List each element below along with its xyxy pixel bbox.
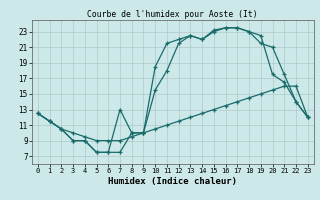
Title: Courbe de l'humidex pour Aoste (It): Courbe de l'humidex pour Aoste (It): [87, 10, 258, 19]
X-axis label: Humidex (Indice chaleur): Humidex (Indice chaleur): [108, 177, 237, 186]
